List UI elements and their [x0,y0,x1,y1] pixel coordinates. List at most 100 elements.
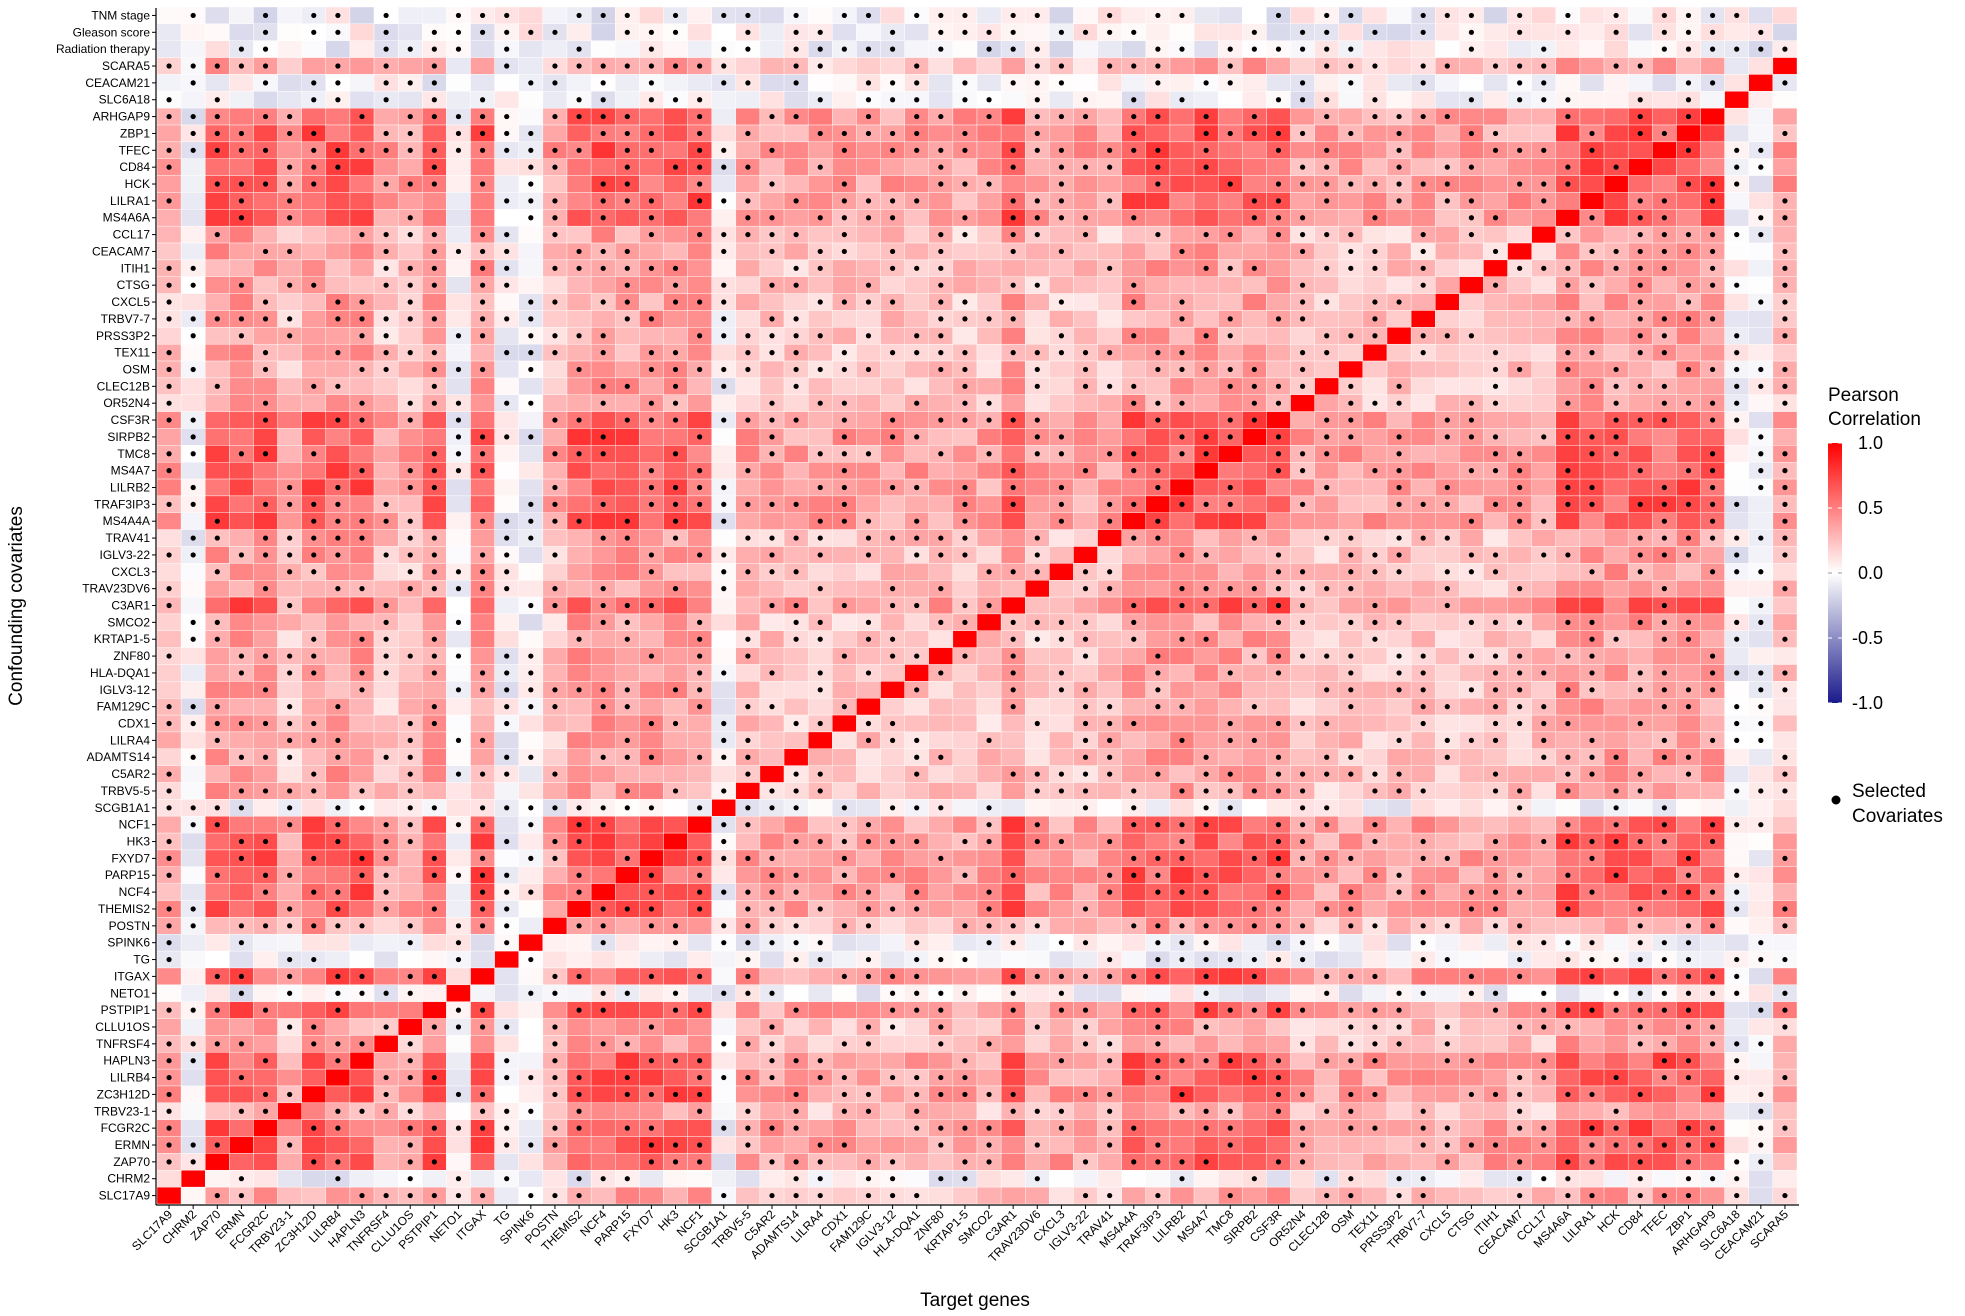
heatmap-cell [253,1018,278,1036]
heatmap-cell [1435,1085,1460,1104]
heatmap-cell [1338,107,1364,126]
heatmap-cell [518,1001,544,1019]
heatmap-cell [711,698,737,716]
heatmap-cell [856,225,881,244]
heatmap-cell [1242,681,1267,699]
heatmap-cell [253,664,278,682]
heatmap-cell [832,23,857,41]
heatmap-cell [1290,883,1315,901]
heatmap-cell [1242,141,1267,159]
heatmap-cell [1410,748,1436,766]
heatmap-cell [1772,158,1798,176]
heatmap-cell [205,782,230,800]
heatmap-cell [205,1052,230,1070]
heatmap-cell [277,23,302,41]
heatmap-cell [1193,192,1219,210]
heatmap-cell [542,461,568,480]
heatmap-cell [1531,782,1557,800]
heatmap-cell [1193,1068,1219,1087]
heatmap-cell [277,141,302,159]
heatmap-cell [663,563,688,581]
selected-covariate-dot [1661,46,1667,52]
heatmap-cell [1290,107,1315,126]
heatmap-cell [1338,293,1364,311]
heatmap-cell [1531,107,1557,126]
heatmap-cell [976,1001,1002,1019]
heatmap-cell [976,1052,1002,1070]
heatmap-cell [832,91,857,109]
heatmap-cell [952,765,978,783]
heatmap-cell [807,866,833,884]
heatmap-cell [1217,1018,1243,1036]
heatmap-cell [470,832,495,851]
heatmap-cell [1435,1068,1460,1087]
heatmap-cell [1290,57,1315,75]
heatmap-cell [807,647,833,665]
heatmap-cell [615,1052,640,1070]
heatmap-cell [1290,984,1315,1002]
heatmap-cell [1459,1119,1484,1137]
heatmap-cell [1097,1170,1122,1188]
heatmap-cell [976,259,1002,277]
selected-covariate-dot [1082,29,1089,35]
heatmap-cell [832,310,857,328]
heatmap-cell [1652,849,1677,868]
heatmap-cell [1290,411,1315,429]
heatmap-cell [1555,984,1581,1002]
heatmap-cell [422,495,447,513]
heatmap-cell [301,580,327,598]
heatmap-cell [542,1001,568,1019]
heatmap-cell [373,1153,399,1171]
heatmap-cell [1603,74,1629,92]
heatmap-cell [205,6,230,25]
heatmap-cell [301,259,327,277]
selected-covariate-dot [648,63,655,69]
heatmap-cell [1097,596,1122,615]
heatmap-cell [1748,107,1774,126]
heatmap-cell [1290,748,1315,766]
heatmap-cell [1338,832,1364,851]
heatmap-cell [1652,647,1677,665]
heatmap-cell [735,310,761,328]
heatmap-cell [1531,310,1557,328]
heatmap-cell [1000,91,1026,109]
heatmap-cell [1676,377,1701,395]
heatmap-cell [566,900,592,918]
selected-covariate-dot [1034,12,1040,19]
heatmap-cell [759,816,785,834]
heatmap-cell [518,1085,544,1104]
heatmap-cell [1410,1018,1436,1036]
heatmap-cell [1025,883,1050,901]
heatmap-cell [397,192,423,210]
heatmap-cell [180,967,206,986]
heatmap-cell [1579,782,1605,800]
heatmap-cell [1386,1085,1412,1104]
heatmap-cell [663,242,688,261]
heatmap-cell [180,647,206,665]
heatmap-cell [1700,209,1725,227]
heatmap-cell [1314,563,1339,581]
heatmap-cell [349,74,375,92]
heatmap-cell [1410,91,1436,109]
heatmap-cell [1169,563,1195,581]
heatmap-cell [1579,91,1605,109]
heatmap-cell [928,765,954,783]
heatmap-cell [880,748,905,766]
heatmap-cell [1555,664,1581,682]
heatmap-cell [1772,883,1798,901]
heatmap-cell [1772,91,1798,109]
heatmap-cell [1459,1018,1484,1036]
heatmap-cell [1145,748,1171,766]
heatmap-cell [1169,967,1195,986]
heatmap-cell [422,765,447,783]
heatmap-cell [856,849,881,868]
heatmap-cell [590,849,616,868]
heatmap-cell [1217,832,1243,851]
heatmap-cell [952,445,978,463]
selected-covariate-dot [914,80,920,86]
heatmap-cell [1700,1102,1725,1120]
selected-covariate-dot [817,63,823,69]
heatmap-cell [759,158,785,176]
heatmap-cell [783,1018,809,1036]
heatmap-cell [373,529,399,547]
